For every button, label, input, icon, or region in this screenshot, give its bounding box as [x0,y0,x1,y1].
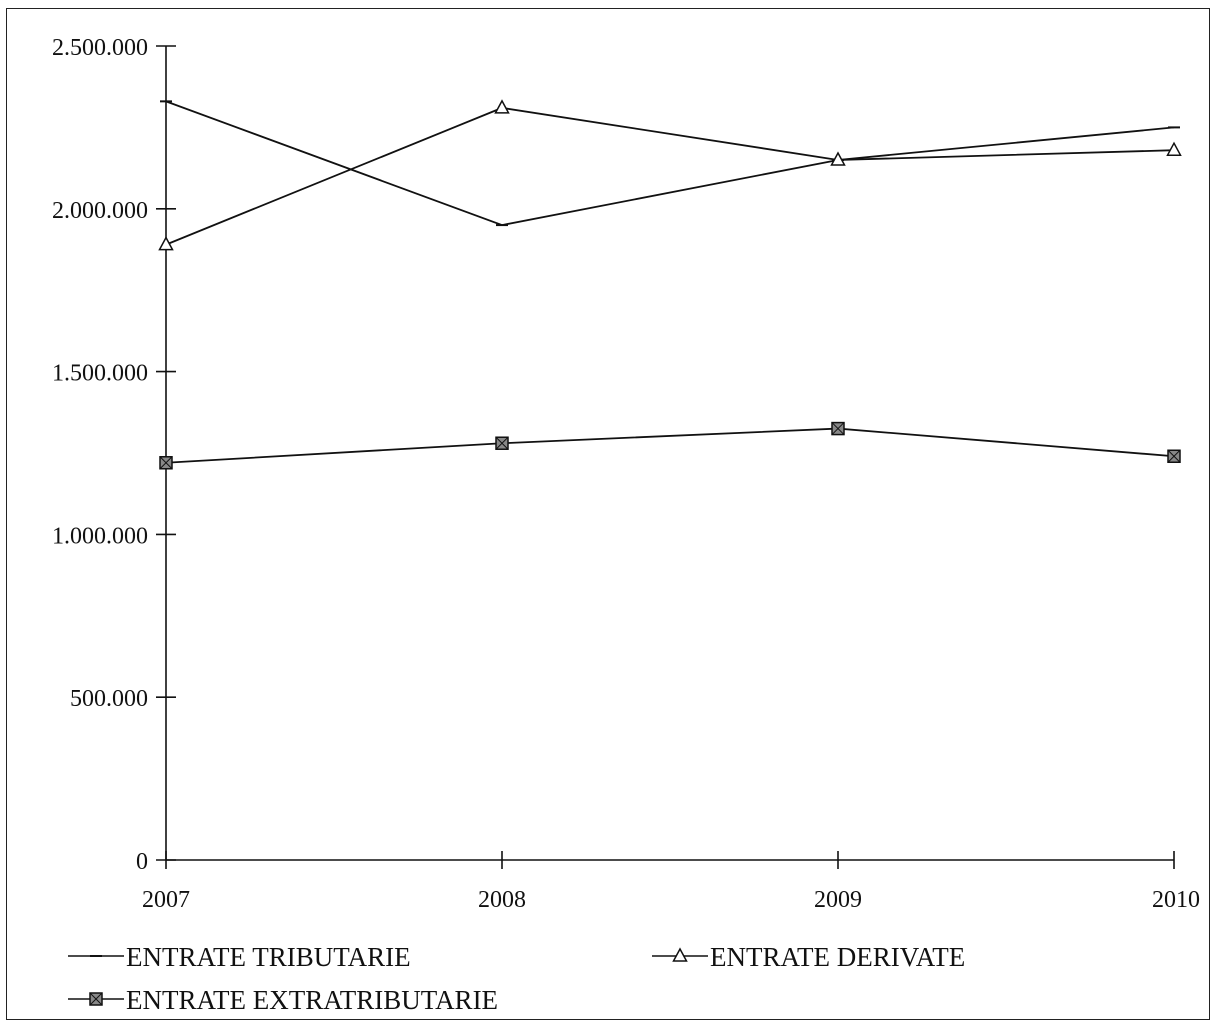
x-tick-label: 2007 [142,887,190,913]
legend-label: ENTRATE TRIBUTARIE [126,942,411,972]
series-3 [159,421,1181,470]
series-line [165,427,1175,464]
data-point [830,151,846,166]
x-tick-label: 2009 [814,887,862,913]
data-point-hatch [495,436,509,450]
series-1 [160,100,1180,227]
legend-label: ENTRATE EXTRATRIBUTARIE [126,985,498,1015]
chart-frame [6,8,1210,1020]
y-axis: 0 500.000 1.000.000 1.500.000 2.000.000 2.500… [52,35,176,875]
x-tick-label: 2010 [1152,887,1200,913]
legend-marker-hatch [89,992,103,1006]
legend: ENTRATE TRIBUTARIE ENTRATE DERIVATE ENTRAT… [68,942,965,1015]
data-point [494,99,510,114]
y-tick-label: 0 [136,849,148,875]
data-point [1166,141,1182,156]
x-tick-label: 2008 [478,887,526,913]
series-2 [158,99,1182,251]
legend-marker [672,947,688,962]
y-tick-label: 2.000.000 [52,198,148,224]
series-line [165,106,1175,246]
y-tick-label: 500.000 [70,686,148,712]
legend-item-1: ENTRATE TRIBUTARIE [68,942,411,972]
data-point-hatch [831,422,845,435]
y-tick-label: 2.500.000 [52,35,148,61]
series-layer [158,99,1182,470]
data-point [158,236,174,251]
x-axis: 2007 2008 2009 2010 [142,851,1200,913]
series-line [165,100,1175,227]
y-tick-label: 1.000.000 [52,523,148,549]
data-point-hatch [159,456,173,470]
data-point-hatch [1167,449,1181,463]
legend-item-3: ENTRATE EXTRATRIBUTARIE [68,985,498,1015]
legend-item-2: ENTRATE DERIVATE [652,942,965,972]
legend-label: ENTRATE DERIVATE [710,942,965,972]
y-tick-label: 1.500.000 [52,361,148,387]
